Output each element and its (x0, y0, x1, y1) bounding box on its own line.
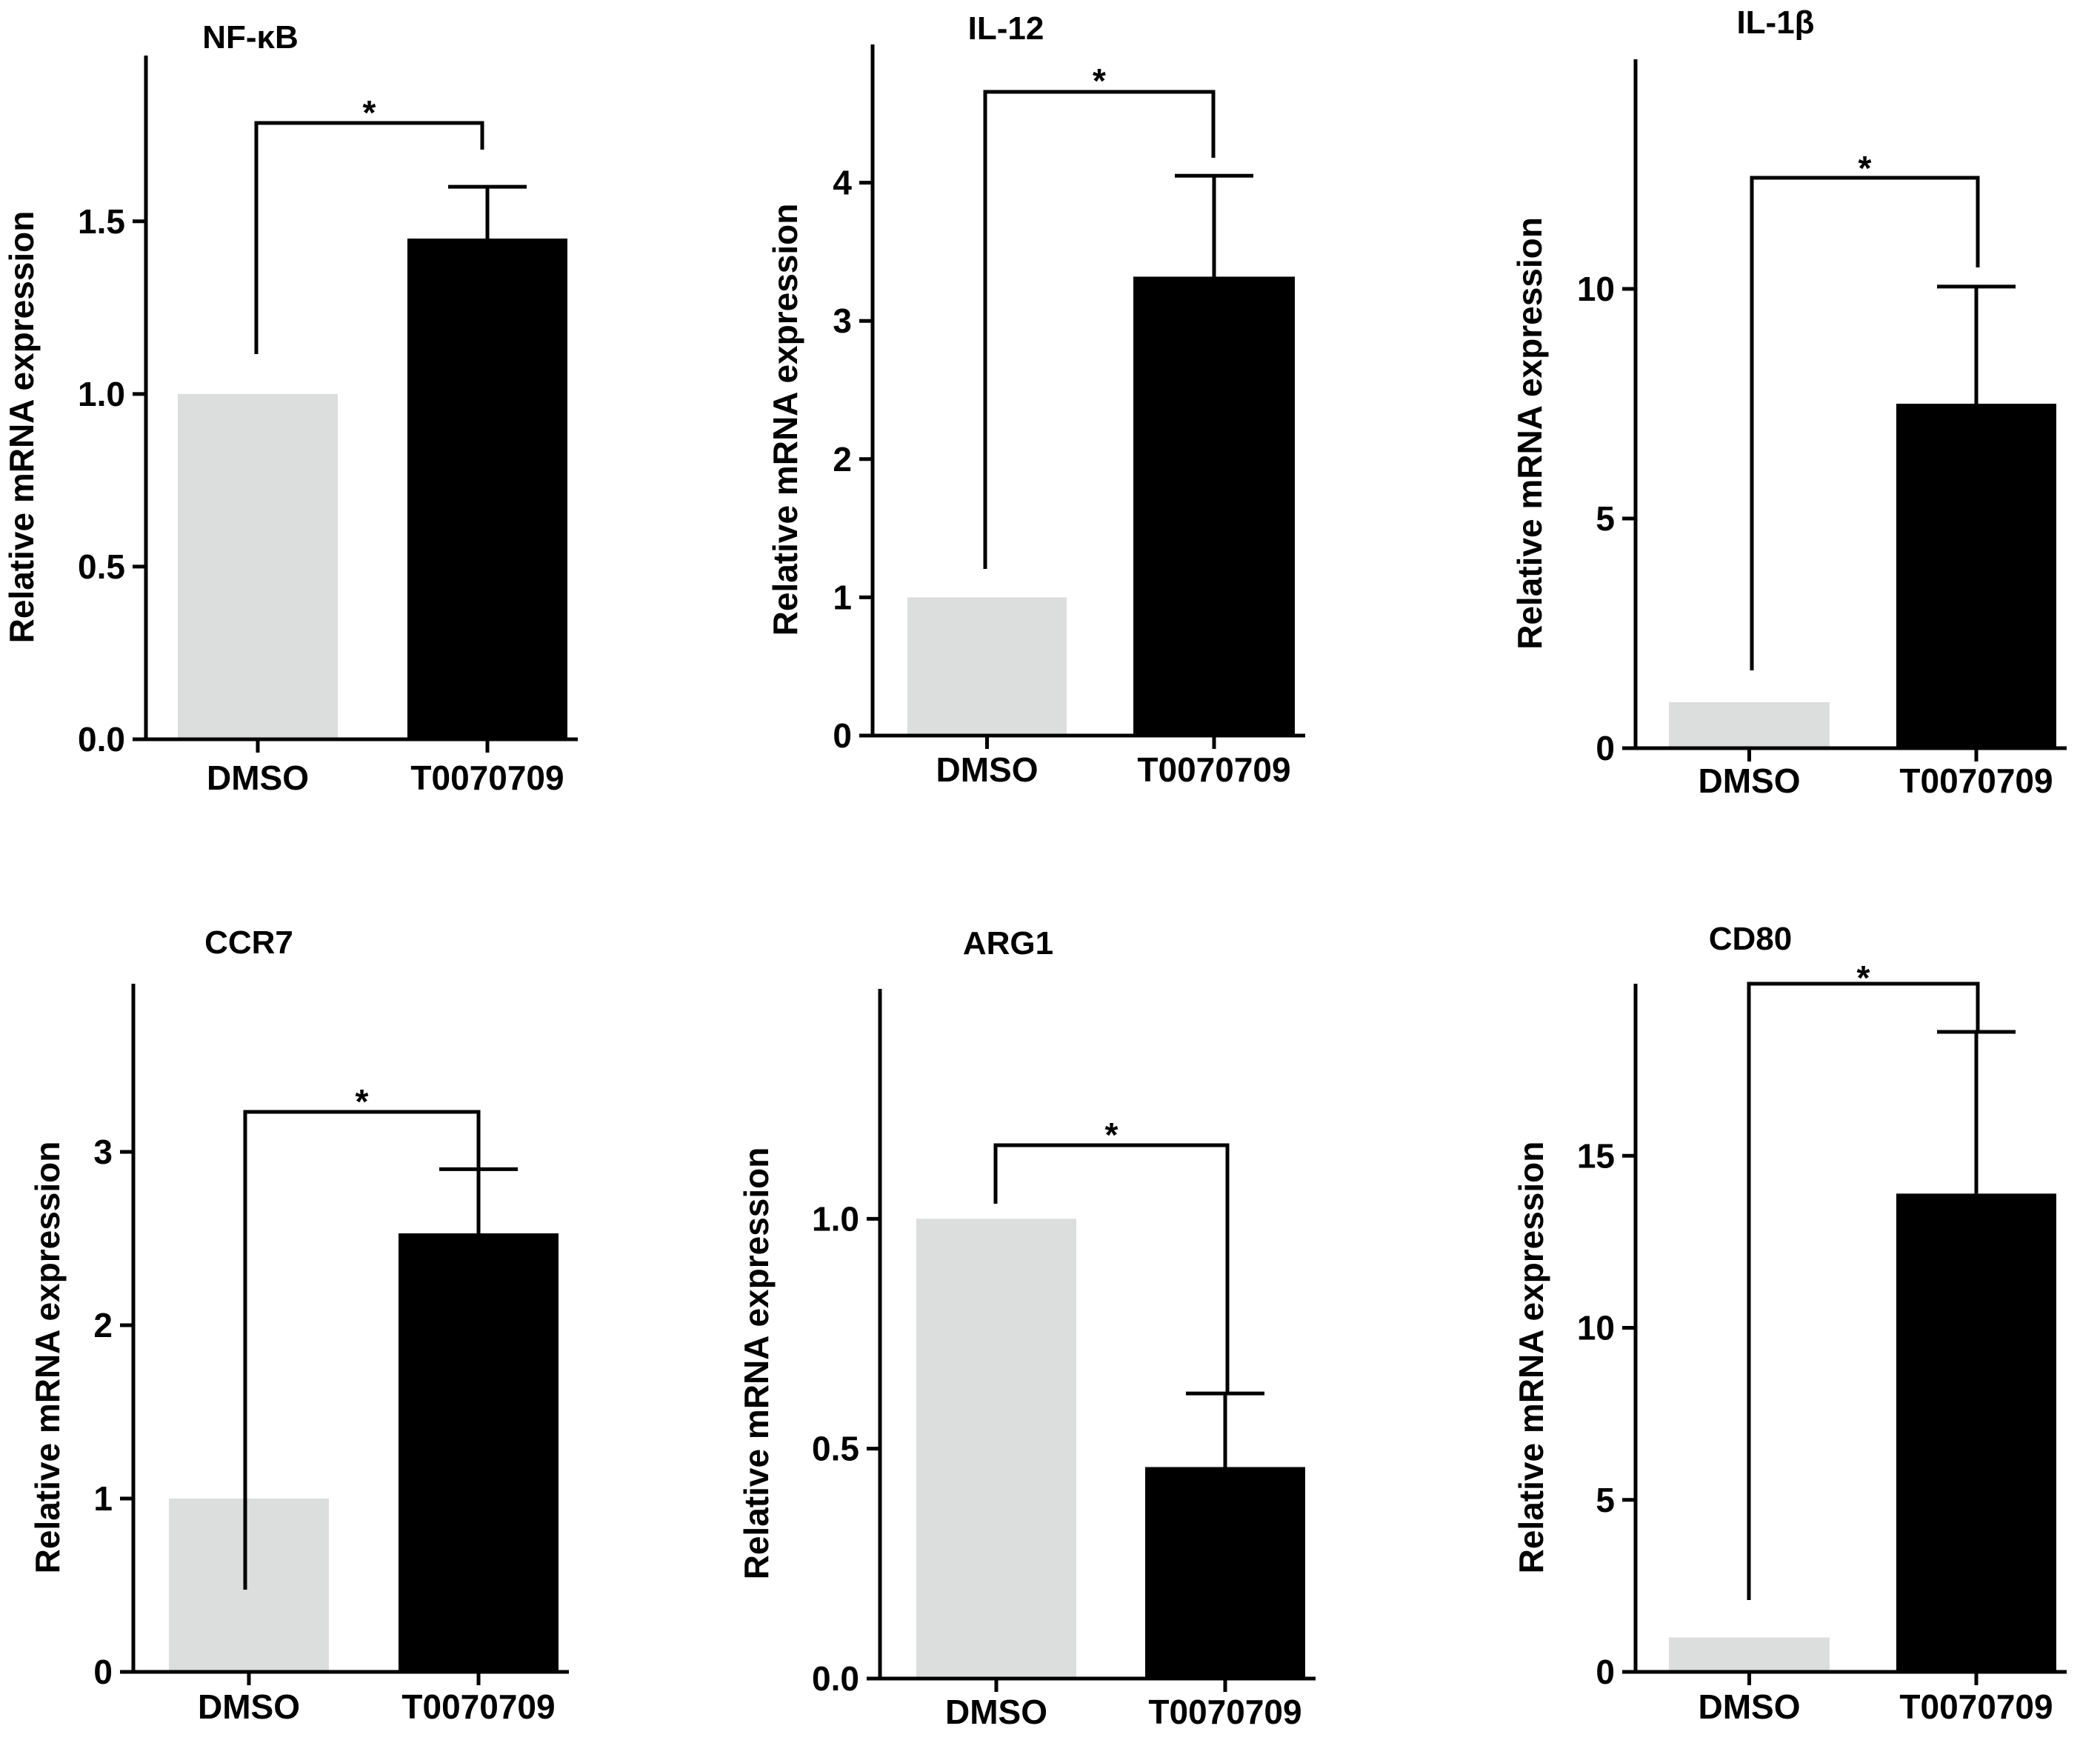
chart-panel-4: CCR7 Relative mRNA expression 0 1 2 3 DMSO T007… (28, 924, 569, 1726)
x-tick-label-dmso: DMSO (945, 1693, 1047, 1731)
y-tick-label: 0 (1596, 1653, 1615, 1691)
x-tick-label-dmso: DMSO (936, 750, 1039, 789)
chart-panel-3: IL-1β Relative mRNA expression 0 5 10 DMSO T00… (1510, 4, 2067, 800)
y-tick-label: 0 (1596, 729, 1615, 767)
y-tick-label: 0.5 (78, 547, 125, 586)
x-tick-label-t0070709: T0070709 (401, 1687, 555, 1726)
y-tick-label: 0 (833, 716, 852, 755)
chart-panel-6: CD80 Relative mRNA expression 0 5 10 15 DMSO T0… (1512, 921, 2067, 1726)
significance-star: * (1859, 149, 1872, 187)
significance-bracket (983, 90, 1216, 569)
chart-title: ARG1 (963, 925, 1053, 962)
x-tick-label-t0070709: T0070709 (1899, 1687, 2053, 1726)
y-tick-label: 10 (1577, 270, 1615, 308)
bar-dmso (1669, 702, 1830, 748)
bar-dmso (169, 1498, 329, 1672)
bar-t0070709 (399, 1233, 559, 1672)
y-tick-label: 1 (833, 578, 852, 616)
significance-star: * (363, 93, 376, 132)
x-tick-label-dmso: DMSO (1699, 761, 1801, 800)
x-tick-label-dmso: DMSO (1699, 1687, 1801, 1726)
y-tick-label: 1.0 (812, 1199, 859, 1238)
x-tick-label-t0070709: T0070709 (410, 759, 564, 797)
y-tick-label: 1.0 (78, 375, 125, 413)
chart-panel-1: NF-κB Relative mRNA expression 0.0 0.5 1.0 1.… (2, 19, 578, 797)
y-tick-label: 15 (1577, 1136, 1615, 1175)
y-tick-label: 5 (1596, 499, 1615, 538)
significance-star: * (356, 1082, 369, 1121)
chart-title: CD80 (1709, 921, 1793, 957)
y-axis-label: Relative mRNA expression (1512, 1142, 1550, 1574)
significance-bracket (243, 1110, 481, 1590)
significance-bracket (254, 121, 484, 354)
y-tick-label: 5 (1596, 1481, 1615, 1519)
x-tick-label-t0070709: T0070709 (1899, 761, 2053, 800)
y-axis-label: Relative mRNA expression (1510, 217, 1549, 650)
bar-dmso (907, 597, 1067, 736)
y-tick-label: 0.0 (78, 720, 125, 759)
bar-dmso (1669, 1637, 1830, 1672)
chart-title: IL-1β (1736, 4, 1814, 41)
chart-panel-2: IL-12 Relative mRNA expression 0 1 2 3 4 DMSO T0… (766, 10, 1305, 789)
significance-bracket (1750, 176, 1980, 670)
y-tick-label: 0.5 (812, 1430, 859, 1468)
y-tick-label: 4 (833, 164, 852, 202)
y-tick-label: 10 (1577, 1309, 1615, 1347)
x-tick-label-t0070709: T0070709 (1148, 1693, 1301, 1731)
bar-t0070709 (1896, 1193, 2056, 1672)
y-tick-label: 0 (93, 1653, 113, 1691)
significance-bracket (993, 1143, 1230, 1394)
significance-star: * (1105, 1116, 1119, 1154)
bar-t0070709 (1896, 404, 2056, 748)
y-tick-label: 3 (833, 301, 852, 340)
chart-title: CCR7 (204, 924, 293, 961)
y-axis-label: Relative mRNA expression (28, 1142, 67, 1574)
bar-dmso (178, 393, 338, 739)
x-tick-label-dmso: DMSO (207, 759, 309, 797)
bar-t0070709 (1133, 276, 1295, 736)
x-tick-label-t0070709: T0070709 (1137, 750, 1290, 789)
bar-t0070709 (407, 239, 567, 739)
y-axis-label: Relative mRNA expression (2, 211, 41, 644)
chart-title: IL-12 (968, 10, 1044, 47)
significance-star: * (1093, 61, 1106, 100)
y-tick-label: 1 (93, 1479, 113, 1518)
bar-t0070709 (1145, 1467, 1305, 1679)
y-axis-label: Relative mRNA expression (766, 204, 804, 636)
x-tick-label-dmso: DMSO (198, 1687, 300, 1726)
y-axis-label: Relative mRNA expression (737, 1147, 776, 1580)
y-tick-label: 2 (93, 1306, 113, 1344)
y-tick-label: 3 (93, 1133, 113, 1171)
significance-bracket (1747, 982, 1980, 1600)
y-tick-label: 1.5 (78, 202, 125, 241)
chart-panel-5: ARG1 Relative mRNA expression 0.0 0.5 1.0 DMS… (737, 925, 1316, 1731)
significance-star: * (1857, 959, 1870, 997)
y-tick-label: 2 (833, 440, 852, 479)
bar-dmso (916, 1219, 1076, 1679)
chart-title: NF-κB (202, 19, 299, 56)
y-tick-label: 0.0 (812, 1659, 859, 1698)
